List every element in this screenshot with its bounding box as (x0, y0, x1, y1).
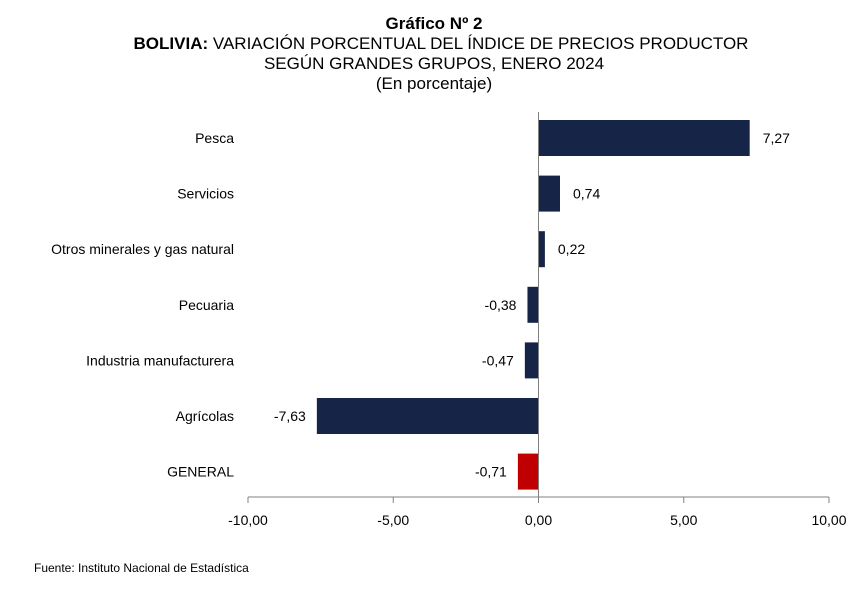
value-label-0: 7,27 (763, 130, 790, 146)
value-label-1: 0,74 (573, 186, 600, 202)
category-label-0: Pesca (195, 130, 234, 146)
bar-2 (538, 231, 545, 268)
category-label-2: Otros minerales y gas natural (51, 241, 234, 257)
subtitle-text: VARIACIÓN PORCENTUAL DEL ÍNDICE DE PRECI… (212, 34, 749, 53)
category-label-6: GENERAL (167, 464, 234, 480)
value-label-3: -0,38 (485, 297, 517, 313)
bar-5 (316, 398, 539, 434)
chart-title: Gráfico Nº 2 (385, 14, 483, 33)
x-tick-label-4: 10,00 (811, 512, 846, 528)
category-label-1: Servicios (177, 186, 234, 202)
chart-subtitle-line-2: SEGÚN GRANDES GRUPOS, ENERO 2024 (263, 54, 605, 73)
x-tick-label-0: -10,00 (228, 512, 268, 528)
x-tick-label-1: -5,00 (377, 512, 409, 528)
chart-subtitle-units: (En porcentaje) (375, 74, 493, 93)
value-label-4: -0,47 (482, 352, 514, 368)
bar-0 (538, 120, 750, 156)
value-label-5: -7,63 (274, 408, 306, 424)
chart-title-block: Gráfico Nº 2 BOLIVIA: VARIACIÓN PORCENTU… (0, 14, 868, 94)
value-label-6: -0,71 (475, 464, 507, 480)
x-tick-label-2: 0,00 (525, 512, 552, 528)
subtitle-country: BOLIVIA: (133, 34, 209, 53)
category-label-3: Pecuaria (179, 297, 234, 313)
source-note: Fuente: Instituto Nacional de Estadístic… (34, 561, 249, 575)
bar-3 (527, 286, 539, 323)
category-label-5: Agrícolas (176, 408, 234, 424)
value-label-2: 0,22 (558, 241, 585, 257)
bar-4 (524, 342, 539, 379)
bar-1 (538, 175, 560, 212)
x-tick-label-3: 5,00 (670, 512, 697, 528)
bar-6 (517, 453, 539, 490)
category-label-4: Industria manufacturera (86, 352, 234, 368)
chart-subtitle-line-1: BOLIVIA: VARIACIÓN PORCENTUAL DEL ÍNDICE… (0, 34, 868, 54)
